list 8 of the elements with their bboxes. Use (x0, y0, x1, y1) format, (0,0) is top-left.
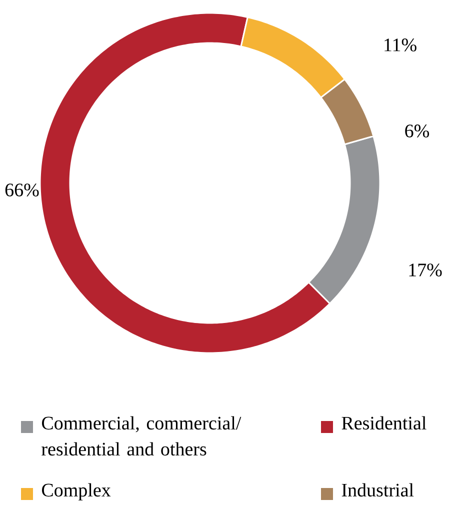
legend-label: Commercial, commercial/ residential and others (41, 416, 242, 456)
legend-label: Industrial (342, 483, 414, 497)
data-label: 6% (405, 124, 429, 138)
data-label: 66% (5, 184, 39, 196)
data-label: 17% (409, 264, 442, 276)
legend-label: Residential (342, 416, 426, 430)
data-label: 11% (384, 38, 416, 52)
legend-label: Complex (42, 483, 111, 500)
